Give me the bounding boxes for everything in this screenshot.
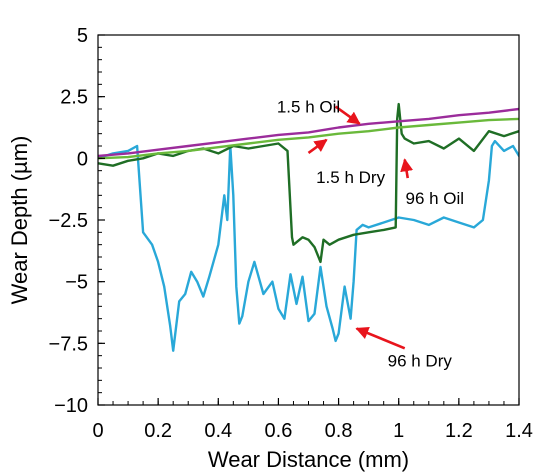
y-tick-label: 0 bbox=[77, 148, 88, 170]
y-tick-label: −2.5 bbox=[49, 210, 88, 232]
x-tick-label: 0.4 bbox=[204, 420, 232, 442]
x-tick-label: 1.2 bbox=[445, 420, 473, 442]
series-line-4 bbox=[98, 107, 519, 158]
series-layer bbox=[98, 102, 519, 352]
x-tick-label: 0.8 bbox=[325, 420, 353, 442]
x-tick-label: 1.4 bbox=[505, 420, 533, 442]
x-tick-label: 1 bbox=[393, 420, 404, 442]
x-tick-label: 0 bbox=[92, 420, 103, 442]
y-tick-label: −5 bbox=[65, 272, 88, 294]
y-tick-label: −7.5 bbox=[49, 333, 88, 355]
annotation-label-3: 96 h Oil bbox=[406, 189, 465, 208]
series-line-2 bbox=[98, 102, 519, 264]
y-axis-title: Wear Depth (µm) bbox=[7, 136, 32, 305]
ticks-layer: 0 0.2 0.4 0.6 0.8 1 1.2 1.4 −10 −7.5 −5 −2.5 0 2.5 5 bbox=[49, 25, 533, 442]
annotation-label-2: 1.5 h Dry bbox=[316, 168, 385, 187]
y-tick-label: 5 bbox=[77, 25, 88, 47]
y-tick-label: −10 bbox=[54, 395, 88, 417]
x-tick-label: 0.2 bbox=[144, 420, 172, 442]
annotation-arrow-3 bbox=[400, 158, 414, 179]
x-tick-label: 0.6 bbox=[265, 420, 293, 442]
plot-frame bbox=[97, 34, 520, 406]
x-axis-title: Wear Distance (mm) bbox=[208, 447, 409, 472]
annotation-arrow-4 bbox=[355, 326, 406, 350]
series-line-3 bbox=[98, 117, 519, 160]
annotation-label-4: 96 h Dry bbox=[388, 352, 453, 371]
annotation-arrow-2 bbox=[307, 138, 328, 154]
annotation-label-1: 1.5 h Oil bbox=[277, 98, 340, 117]
series-line-1 bbox=[98, 139, 519, 352]
y-tick-label: 2.5 bbox=[60, 87, 88, 109]
annotation-arrow-1 bbox=[334, 105, 361, 125]
annotation-layer: 1.5 h Oil 1.5 h Dry 96 h Oil 96 h Dry bbox=[277, 98, 464, 371]
